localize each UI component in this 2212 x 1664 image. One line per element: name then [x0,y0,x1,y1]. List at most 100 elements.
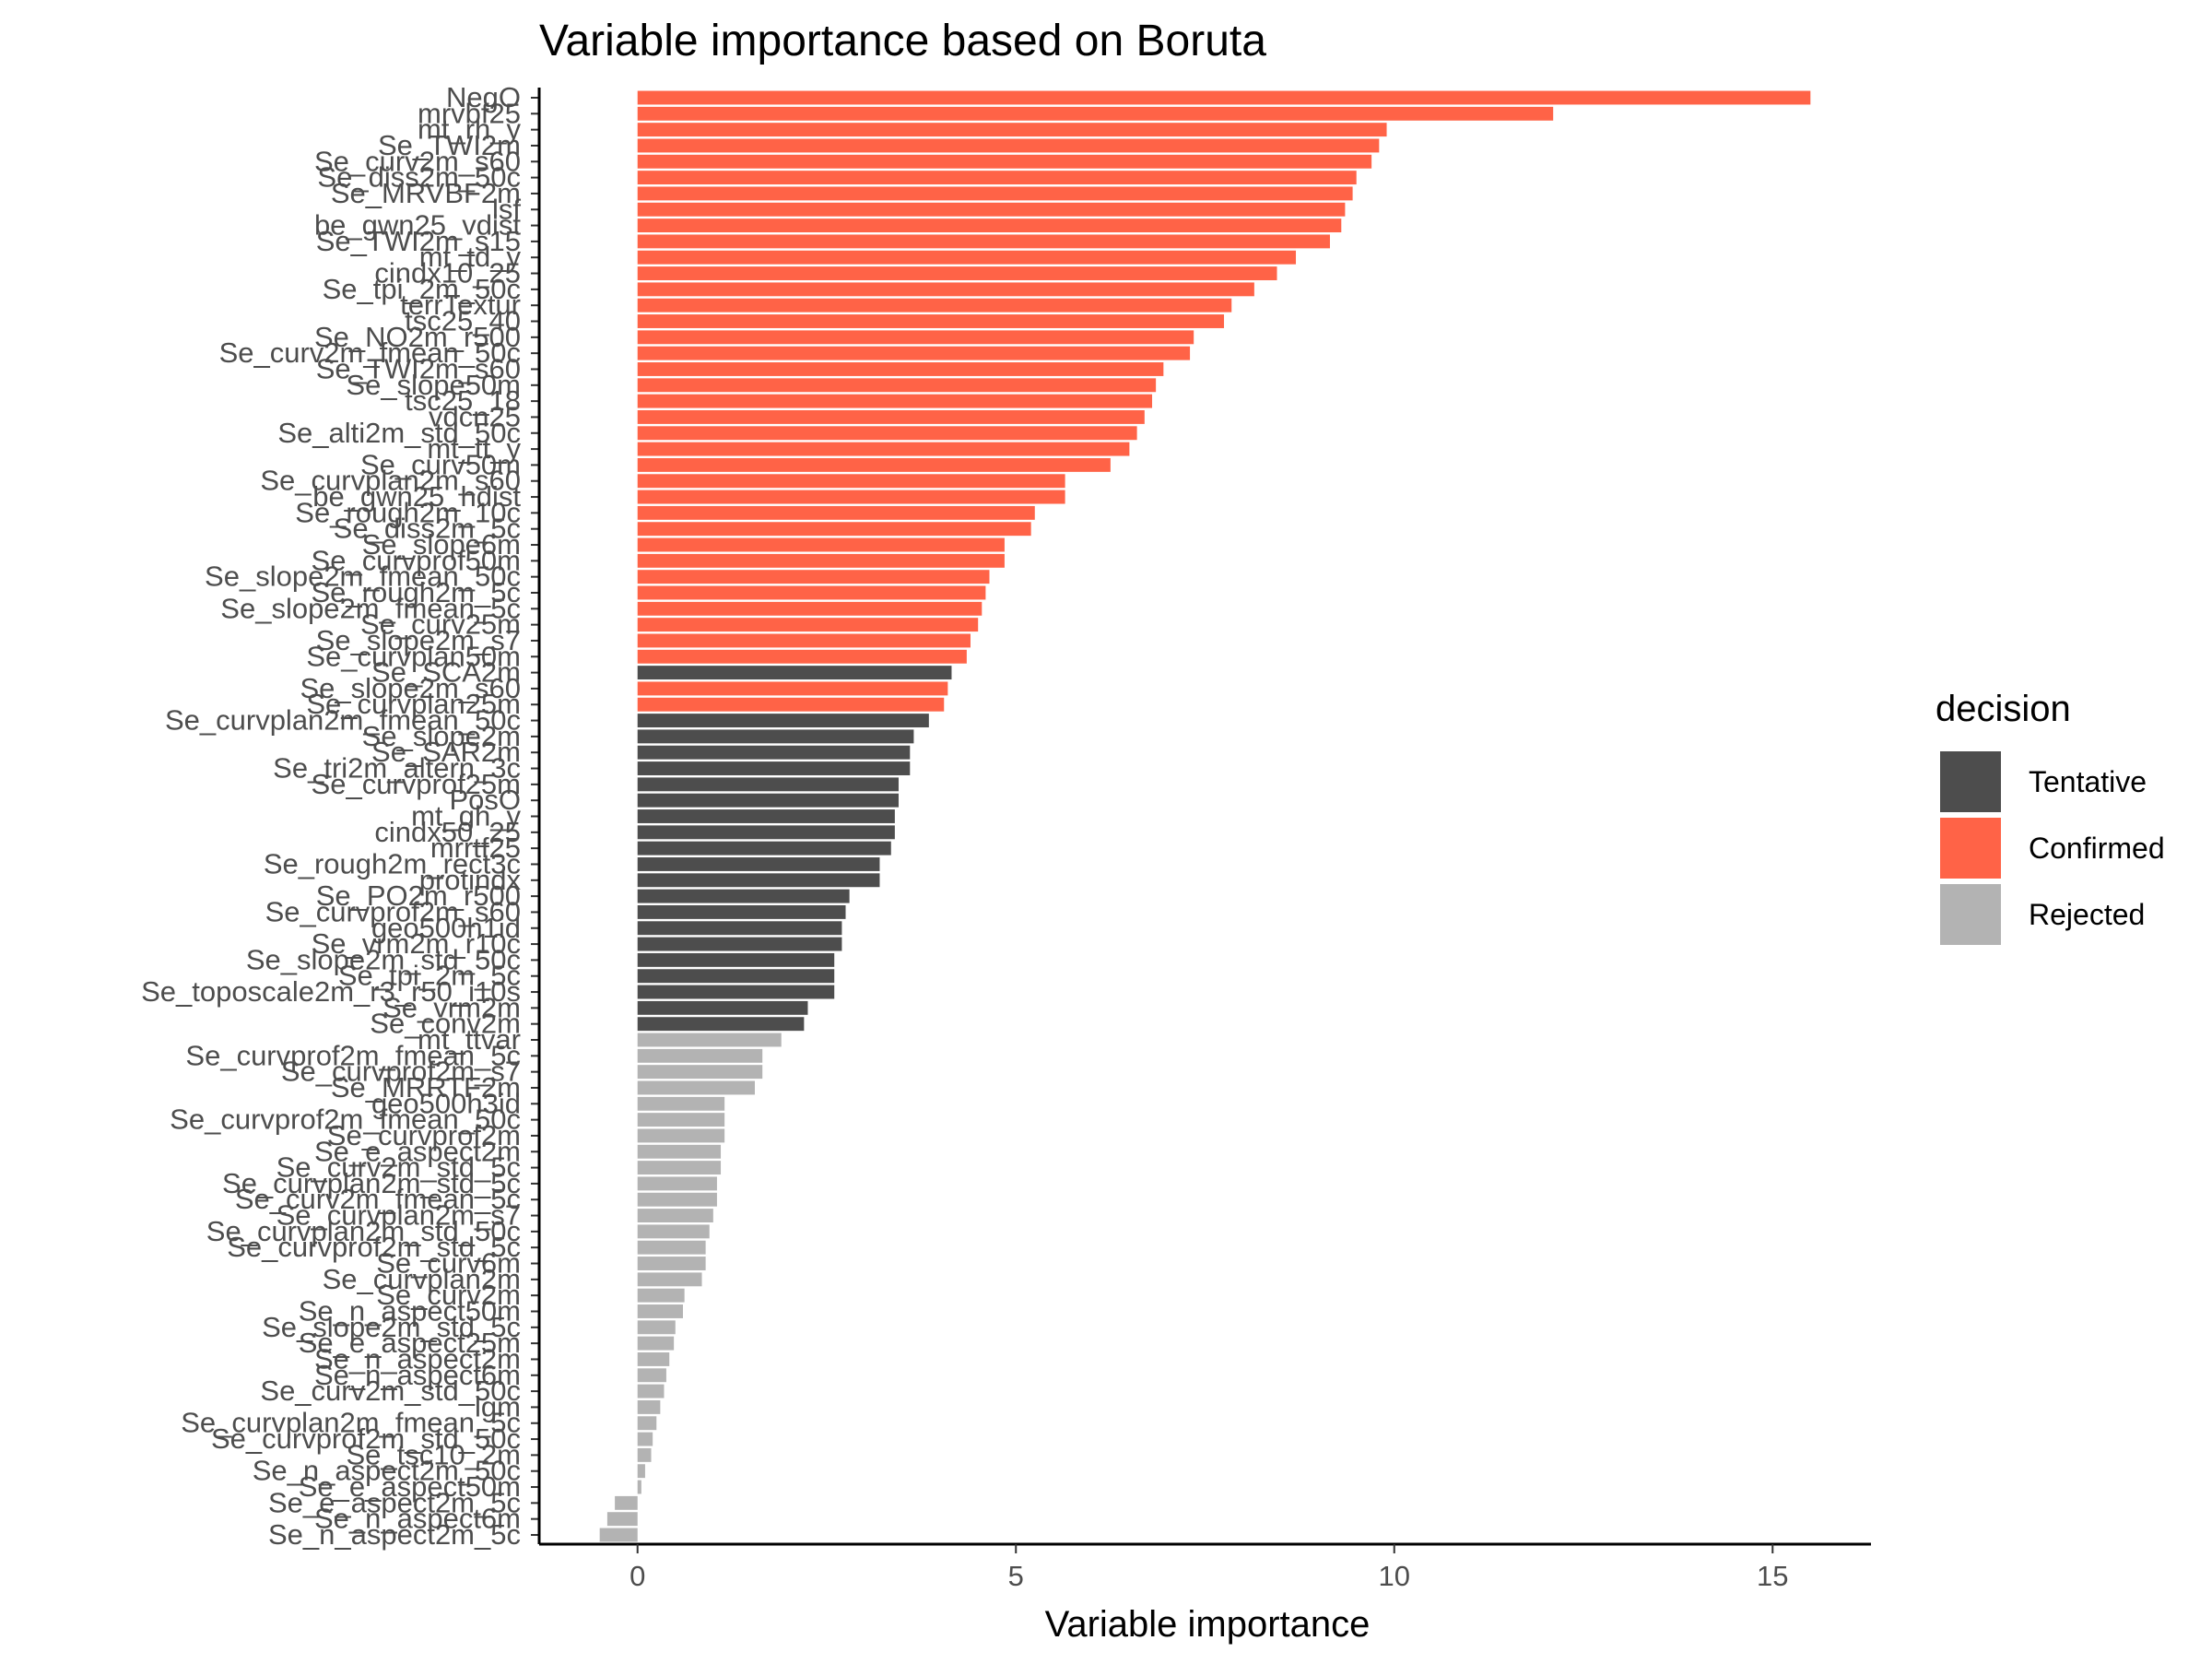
bar-79 [637,1352,670,1366]
y-tick-label-89: Se_n_aspect6m [314,1503,521,1535]
y-tick-label-83: Se_curvplan2m_fmean_5c [181,1407,521,1439]
legend-key-tentative [1940,751,2001,812]
bar-19 [637,394,1153,408]
y-tick-label-30: Se_slope2m_fmean_50c [205,561,521,593]
bar-36 [637,666,952,680]
bar-46 [637,825,895,840]
bar-61 [637,1065,763,1080]
bar-62 [637,1080,755,1095]
bar-54 [637,952,835,967]
y-tick-label-1: mrvbf25 [418,97,521,129]
y-tick-label-29: Se_curvprof50m [312,544,521,576]
y-tick-label-78: Se_e_aspect25m [299,1327,521,1359]
y-tick-label-21: Se_alti2m_std_50c [277,417,521,449]
bar-29 [637,553,1005,568]
y-tick-label-54: Se_slope2m_std_50c [246,943,521,975]
bar-48 [637,857,880,871]
bar-9 [637,234,1330,249]
bar-39 [637,714,929,728]
y-tick-label-31: Se_rough2m_5c [312,576,522,608]
bar-20 [637,409,1145,424]
y-tick-label-70: Se_curvplan2m_s7 [276,1199,521,1232]
chart-title: Variable importance based on Boruta [539,17,1266,65]
y-tick-label-88: Se_e_aspect2m_5c [268,1486,521,1518]
bar-6 [637,186,1353,201]
bar-67 [637,1161,722,1175]
bar-3 [637,138,1380,153]
bar-76 [637,1304,683,1318]
y-tick-label-38: Se_curvplan25m [306,688,521,720]
y-tick-label-52: geo500h1id [371,912,521,944]
bar-15 [637,330,1194,345]
y-tick-label-61: Se_curvprof2m_s7 [281,1056,521,1088]
y-tick-label-66: Se_e_aspect2m [314,1135,521,1167]
y-tick-label-11: cindx10_25 [374,257,521,289]
bar-65 [637,1128,725,1143]
y-tick-label-39: Se_curvplan2m_fmean_50c [165,704,521,737]
y-tick-label-43: Se_curvprof25m [312,768,521,800]
bar-31 [637,585,986,600]
y-tick-label-48: Se_rough2m_rect3c [264,847,521,879]
y-tick-label-84: Se_curvprof2m_std_50c [211,1422,521,1455]
bar-22 [637,442,1130,456]
y-tick-label-34: Se_slope2m_s7 [316,624,521,656]
y-tick-label-77: Se_slope2m_std_5c [262,1311,521,1343]
bar-82 [637,1399,661,1414]
legend-label-tentative: Tentative [2029,765,2147,798]
bar-60 [637,1048,763,1063]
bar-14 [637,314,1225,328]
y-tick-label-7: lsf [492,193,521,225]
bar-63 [637,1096,725,1111]
legend-title: decision [1936,689,2071,729]
y-tick-label-28: Se_slope6m [362,528,521,561]
y-tick-label-26: Se_rough2m_10c [295,496,521,528]
y-tick-label-53: Se_vrm2m_r10c [312,927,521,960]
legend-label-confirmed: Confirmed [2029,832,2165,865]
y-tick-label-55: Se_tpi_2m_5c [338,960,521,992]
bar-38 [637,697,945,712]
bar-13 [637,298,1232,313]
y-tick-label-69: Se_curv2m_fmean_5c [235,1183,521,1215]
bar-26 [637,505,1035,520]
y-tick-label-23: Se_curv50m [360,448,521,480]
y-tick-label-56: Se_toposcale2m_r3_r50_i10s [141,975,521,1008]
bar-23 [637,457,1111,472]
y-tick-label-14: tsc25_40 [405,305,521,337]
bar-75 [637,1288,685,1303]
bar-10 [637,250,1297,265]
y-tick-label-72: Se_curvprof2m_std_5c [227,1231,521,1263]
legend-key-rejected [1940,884,2001,945]
y-tick-label-32: Se_slope2m_fmean_5c [220,592,521,624]
legend-label-rejected: Rejected [2029,898,2145,931]
bar-77 [637,1320,676,1335]
bar-78 [637,1336,675,1351]
y-tick-label-75: Se_curv2m [376,1279,521,1311]
y-tick-label-18: Se_slope50m [346,369,521,401]
bars-layer [599,90,1811,1542]
y-tick-label-47: mrrtf25 [430,832,521,864]
bar-11 [637,266,1277,280]
y-tick-label-82: lgm [475,1390,521,1422]
y-tick-label-62: Se_MRRTF2m [331,1071,521,1103]
bar-27 [637,522,1031,537]
y-tick-label-15: Se_NO2m_r500 [314,321,521,353]
y-tick-label-45: mt_gh_y [411,800,521,832]
bar-5 [637,171,1357,185]
y-tick-label-59: mt_ttvar [418,1023,521,1056]
y-tick-label-57: Se_vrm2m [382,991,521,1023]
y-tick-label-25: be_gwn25_hdist [312,480,521,513]
bar-85 [637,1447,652,1462]
y-tick-label-42: Se_tri2m_altern_3c [273,752,521,785]
y-tick-label-6: Se_MRVBF2m [331,177,521,209]
bar-32 [637,601,982,616]
bar-37 [637,681,948,696]
bar-72 [637,1240,706,1255]
legend-key-confirmed [1940,818,2001,879]
y-tick-label-49: protindx [419,864,522,896]
y-tick-label-33: Se_curv25m [360,608,521,641]
bar-24 [637,474,1065,489]
bar-35 [637,649,967,664]
y-tick-label-80: Se_n_aspect6m [314,1359,521,1391]
bar-52 [637,921,842,936]
